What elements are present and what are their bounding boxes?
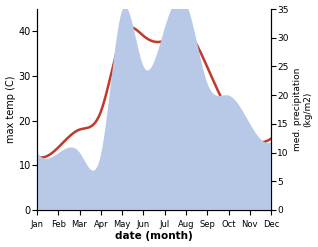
X-axis label: date (month): date (month) bbox=[115, 231, 193, 242]
Y-axis label: med. precipitation
(kg/m2): med. precipitation (kg/m2) bbox=[293, 68, 313, 151]
Y-axis label: max temp (C): max temp (C) bbox=[5, 76, 16, 143]
